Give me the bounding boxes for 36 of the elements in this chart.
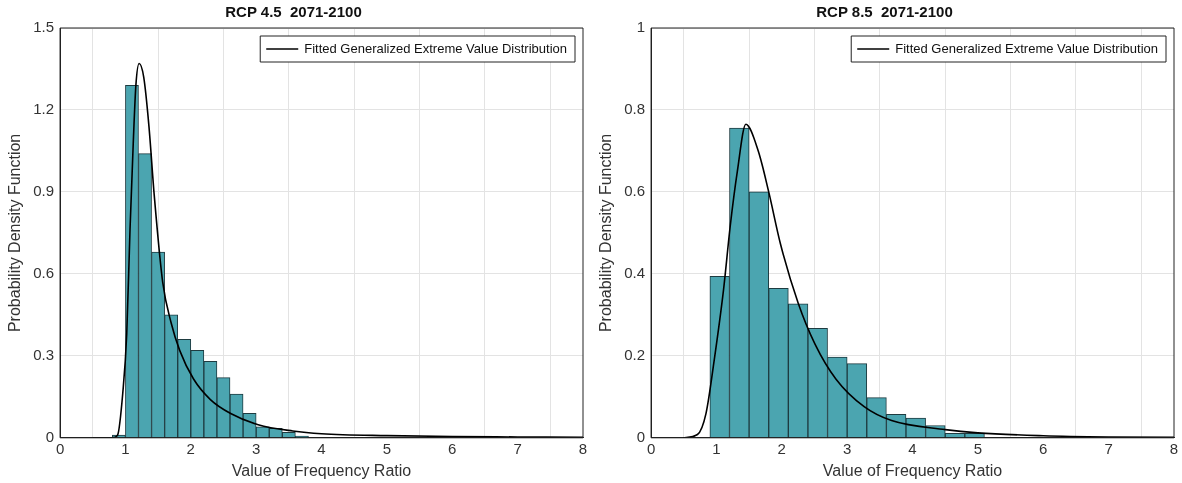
x-tick-label: 7 <box>513 439 522 457</box>
y-tick-label: 0.6 <box>33 264 55 282</box>
x-tick-label: 8 <box>578 439 588 457</box>
x-tick-label: 6 <box>1039 439 1048 457</box>
x-tick-label: 4 <box>317 439 326 457</box>
x-axis-title: Value of Frequency Ratio <box>231 461 412 479</box>
y-tick-label: 1.2 <box>33 100 55 118</box>
x-tick-label: 7 <box>1104 439 1113 457</box>
y-tick-label: 0.8 <box>624 100 646 118</box>
y-tick-label: 0.9 <box>33 182 55 200</box>
chart-title: RCP 4.5 2071-2100 <box>225 3 362 21</box>
y-tick-label: 0.4 <box>624 264 646 282</box>
chart-title: RCP 8.5 2071-2100 <box>816 3 953 21</box>
x-tick-label: 5 <box>973 439 983 457</box>
x-tick-label: 5 <box>382 439 392 457</box>
x-axis-title: Value of Frequency Ratio <box>822 461 1003 479</box>
x-tick-label: 3 <box>251 439 261 457</box>
y-tick-label: 0.6 <box>624 182 646 200</box>
y-axis-title: Probability Density Function <box>597 133 615 333</box>
y-tick-label: 1 <box>636 18 646 36</box>
y-axis-title: Probability Density Function <box>6 133 24 333</box>
y-tick-label: 1.5 <box>33 18 55 36</box>
y-tick-label: 0.2 <box>624 345 646 363</box>
legend-label: Fitted Generalized Extreme Value Distribution <box>304 40 568 56</box>
x-tick-label: 1 <box>712 439 721 457</box>
legend-label: Fitted Generalized Extreme Value Distribution <box>895 40 1159 56</box>
y-tick-label: 0.3 <box>33 345 55 363</box>
x-tick-label: 2 <box>777 439 786 457</box>
y-tick-label: 0 <box>636 427 646 445</box>
x-tick-label: 6 <box>448 439 457 457</box>
x-tick-label: 2 <box>186 439 195 457</box>
x-tick-label: 3 <box>842 439 852 457</box>
x-tick-label: 8 <box>1169 439 1179 457</box>
x-tick-label: 1 <box>121 439 130 457</box>
y-tick-label: 0 <box>45 427 55 445</box>
x-tick-label: 4 <box>908 439 917 457</box>
